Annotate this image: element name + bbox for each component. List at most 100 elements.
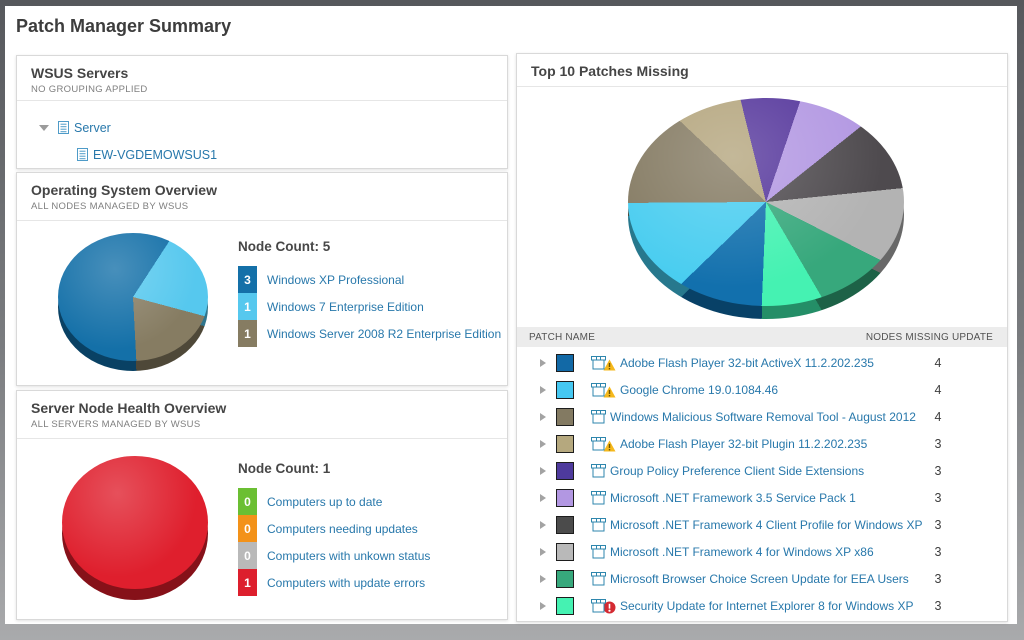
legend-label-link[interactable]: Computers up to date [267, 494, 383, 509]
patch-name-link[interactable]: Group Policy Preference Client Side Exte… [610, 463, 865, 478]
row-expand-icon[interactable] [540, 385, 546, 394]
patch-package-icon [591, 544, 606, 558]
patch-table-row: Adobe Flash Player 32-bit Plugin 11.2.20… [517, 430, 1007, 457]
patch-name-link[interactable]: Microsoft .NET Framework 4 for Windows X… [610, 544, 874, 559]
patch-icon [591, 544, 606, 559]
patches-panel-title: Top 10 Patches Missing [531, 63, 689, 79]
row-expand-icon[interactable] [540, 358, 546, 367]
nodes-missing-count: 3 [934, 463, 942, 478]
wsus-panel-title: WSUS Servers [31, 65, 129, 81]
row-expand-icon[interactable] [540, 493, 546, 502]
legend-label-link[interactable]: Computers needing updates [267, 521, 418, 536]
patch-table-row: Microsoft .NET Framework 4 Client Profil… [517, 511, 1007, 538]
legend-label-link[interactable]: Windows Server 2008 R2 Enterprise Editio… [267, 326, 502, 341]
patch-package-icon [591, 598, 606, 612]
patch-package-icon [591, 490, 606, 504]
wsus-servers-panel: WSUS Servers NO GROUPING APPLIED Server [16, 55, 508, 169]
series-color-swatch [556, 542, 574, 561]
legend-item: 1 Computers with update errors [238, 569, 430, 596]
legend-count-badge: 0 [238, 542, 257, 569]
wsus-panel-subtitle: NO GROUPING APPLIED [31, 84, 148, 95]
nodes-missing-count: 3 [934, 517, 942, 532]
patch-name-link[interactable]: Security Update for Internet Explorer 8 … [620, 598, 914, 613]
patch-package-icon [591, 436, 606, 450]
legend-item: 0 Computers needing updates [238, 515, 430, 542]
nodes-missing-count: 3 [934, 436, 942, 451]
warning-icon [603, 359, 616, 370]
legend-item: 3 Windows XP Professional [238, 266, 501, 293]
legend-label-link[interactable]: Windows XP Professional [267, 272, 405, 287]
series-color-swatch [556, 461, 574, 480]
patch-package-icon [591, 382, 606, 396]
nodes-missing-count: 3 [934, 544, 942, 559]
legend-item: 0 Computers with unkown status [238, 542, 430, 569]
patch-table-row: Microsoft Browser Choice Screen Update f… [517, 565, 1007, 592]
nodes-missing-count: 3 [934, 490, 942, 505]
legend-item: 1 Windows Server 2008 R2 Enterprise Editi… [238, 320, 501, 347]
series-color-swatch [556, 353, 574, 372]
legend-label-link[interactable]: Computers with update errors [267, 575, 426, 590]
row-expand-icon[interactable] [540, 412, 546, 421]
tree-link-wsus-node[interactable]: EW-VGDEMOWSUS1 [93, 147, 218, 162]
patch-package-icon [591, 463, 606, 477]
legend-count-badge: 3 [238, 266, 257, 293]
os-node-count: Node Count: 5 [238, 239, 331, 254]
patch-name-link[interactable]: Microsoft .NET Framework 3.5 Service Pac… [610, 490, 856, 505]
tree-link-server[interactable]: Server [74, 120, 111, 135]
server-health-panel: Server Node Health Overview ALL SERVERS … [16, 390, 508, 620]
error-icon [603, 601, 616, 614]
row-expand-icon[interactable] [540, 520, 546, 529]
patch-icon [591, 436, 606, 451]
row-expand-icon[interactable] [540, 439, 546, 448]
tree-row-server-node: EW-VGDEMOWSUS1 [17, 141, 507, 168]
patch-table-row: Group Policy Preference Client Side Exte… [517, 457, 1007, 484]
series-color-swatch [556, 596, 574, 615]
warning-icon [603, 386, 616, 397]
os-pie-top [58, 233, 208, 361]
legend-label-link[interactable]: Windows 7 Enterprise Edition [267, 299, 424, 314]
patch-table-row: Security Update for Internet Explorer 8 … [517, 592, 1007, 619]
nodes-missing-count: 3 [934, 571, 942, 586]
server-report-icon [58, 121, 69, 134]
patches-table-header: PATCH NAME NODES MISSING UPDATE [517, 327, 1007, 347]
nodes-missing-count: 4 [934, 409, 942, 424]
row-expand-icon[interactable] [540, 574, 546, 583]
patch-name-link[interactable]: Adobe Flash Player 32-bit ActiveX 11.2.2… [620, 355, 874, 370]
row-expand-icon[interactable] [540, 466, 546, 475]
series-color-swatch [556, 569, 574, 588]
top-patches-panel: Top 10 Patches Missing PATCH NAME NODES … [516, 53, 1008, 622]
patch-package-icon [591, 571, 606, 585]
health-pie-top [62, 456, 208, 589]
patches-table-rows: Adobe Flash Player 32-bit ActiveX 11.2.2… [517, 349, 1007, 619]
patch-name-link[interactable]: Windows Malicious Software Removal Tool … [610, 409, 916, 424]
tree-collapse-icon[interactable] [39, 124, 49, 131]
series-color-swatch [556, 488, 574, 507]
legend-label-link[interactable]: Computers with unkown status [267, 548, 431, 563]
patch-table-row: Microsoft .NET Framework 3.5 Service Pac… [517, 484, 1007, 511]
patch-table-row: Windows Malicious Software Removal Tool … [517, 403, 1007, 430]
legend-item: 0 Computers up to date [238, 488, 430, 515]
patch-icon [591, 490, 606, 505]
warning-icon [603, 440, 616, 451]
health-panel-subtitle: ALL SERVERS MANAGED BY WSUS [31, 419, 201, 430]
health-legend: Node Count: 1 0 Computers up to date 0 Comp… [238, 461, 430, 596]
legend-count-badge: 1 [238, 320, 257, 347]
row-expand-icon[interactable] [540, 601, 546, 610]
series-color-swatch [556, 380, 574, 399]
patch-package-icon [591, 409, 606, 423]
patch-table-row: Adobe Flash Player 32-bit ActiveX 11.2.2… [517, 349, 1007, 376]
row-expand-icon[interactable] [540, 547, 546, 556]
patch-name-link[interactable]: Adobe Flash Player 32-bit Plugin 11.2.20… [620, 436, 868, 451]
patch-icon [591, 382, 606, 397]
patch-name-link[interactable]: Microsoft .NET Framework 4 Client Profil… [610, 517, 923, 532]
patch-package-icon [591, 517, 606, 531]
server-node-report-icon [77, 148, 88, 161]
nodes-missing-count: 4 [934, 382, 942, 397]
health-panel-title: Server Node Health Overview [31, 400, 227, 416]
patches-pie-top [628, 98, 904, 306]
patch-icon [591, 517, 606, 532]
patch-package-icon [591, 355, 606, 369]
patch-name-link[interactable]: Microsoft Browser Choice Screen Update f… [610, 571, 909, 586]
patch-name-link[interactable]: Google Chrome 19.0.1084.46 [620, 382, 779, 397]
patch-table-row: Google Chrome 19.0.1084.46 4 [517, 376, 1007, 403]
